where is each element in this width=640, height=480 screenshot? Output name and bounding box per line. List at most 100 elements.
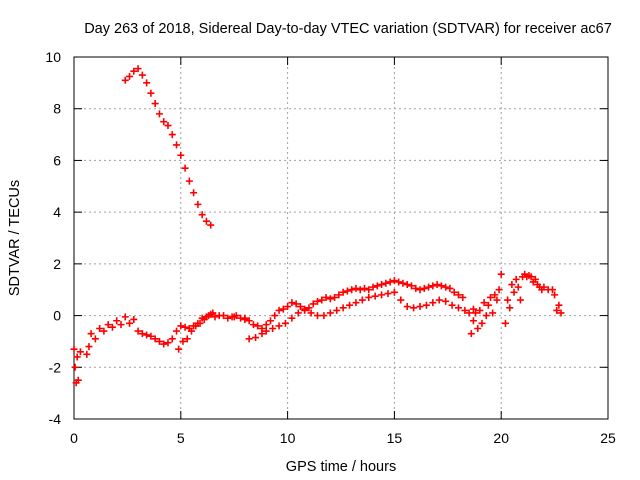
data-point (292, 300, 300, 308)
data-point (531, 275, 539, 283)
data-point (179, 337, 187, 345)
data-point (454, 291, 462, 299)
series-1 (121, 65, 215, 229)
data-point (96, 325, 104, 332)
data-point (478, 319, 486, 327)
y-axis-title: SDTVAR / TECUs (7, 180, 23, 296)
data-point (410, 304, 418, 312)
data-point (209, 309, 217, 317)
grid (74, 57, 608, 419)
y-tick-label: 4 (53, 204, 61, 220)
data-point (429, 299, 437, 307)
data-point (416, 286, 424, 294)
data-point (403, 281, 411, 289)
data-point (147, 332, 155, 340)
data-point (461, 306, 469, 314)
data-point (177, 322, 185, 330)
data-point (275, 322, 283, 330)
data-point (412, 284, 420, 292)
x-axis-title: GPS time / hours (286, 459, 396, 475)
data-point (205, 312, 213, 320)
x-tick-label: 15 (387, 430, 403, 446)
data-point (435, 296, 443, 304)
data-point (382, 279, 390, 287)
data-point (138, 330, 146, 338)
data-point (155, 110, 163, 118)
data-point (288, 314, 296, 322)
x-tick-label: 10 (280, 430, 296, 446)
data-point (183, 335, 191, 343)
data-point (469, 317, 477, 325)
data-point (192, 322, 200, 330)
data-point (356, 286, 364, 294)
data-point (322, 293, 330, 301)
data-point (185, 177, 193, 185)
data-point (331, 293, 339, 301)
data-point (352, 284, 360, 292)
data-point (288, 299, 296, 307)
data-point (164, 339, 172, 347)
data-point (252, 334, 260, 342)
data-point (333, 306, 341, 314)
data-point (429, 282, 437, 290)
data-point (506, 304, 514, 312)
data-point (320, 312, 328, 320)
data-point (476, 306, 484, 314)
data-point (151, 100, 159, 108)
data-point (100, 327, 108, 335)
data-point (459, 293, 467, 301)
data-point (516, 296, 524, 304)
data-point (207, 221, 215, 229)
series-2 (70, 277, 467, 387)
data-point (143, 331, 151, 339)
data-point (220, 312, 228, 320)
data-point (318, 296, 326, 304)
data-point (433, 281, 441, 289)
data-point (474, 325, 482, 332)
data-point (294, 309, 302, 317)
data-point (279, 305, 287, 313)
data-point (70, 345, 78, 353)
data-point (121, 313, 129, 321)
data-point (305, 304, 313, 312)
data-point (241, 314, 249, 322)
data-point (442, 283, 450, 291)
data-point (386, 278, 394, 286)
data-point (173, 141, 181, 149)
data-point (71, 363, 79, 371)
data-point (378, 291, 386, 299)
data-point (371, 292, 379, 300)
data-point (76, 348, 84, 356)
data-point (113, 317, 121, 325)
data-point (181, 164, 189, 172)
data-point (126, 319, 134, 327)
y-tick-label: 0 (53, 308, 61, 324)
data-point (200, 315, 208, 323)
data-point (497, 270, 505, 278)
data-point (301, 306, 309, 314)
plot-border (73, 56, 609, 420)
data-point (553, 306, 561, 314)
data-point (346, 301, 354, 309)
data-point (258, 330, 266, 338)
data-point (512, 275, 520, 283)
data-points (70, 65, 565, 387)
data-point (472, 309, 480, 317)
data-point (296, 303, 304, 311)
data-point (143, 79, 151, 87)
data-point (155, 337, 163, 345)
data-point (555, 301, 563, 309)
data-point (245, 317, 253, 325)
data-point (491, 291, 499, 299)
data-point (489, 309, 497, 317)
data-point (104, 321, 112, 329)
data-point (335, 291, 343, 299)
data-point (269, 325, 277, 332)
data-point (527, 273, 535, 281)
y-tick-label: 2 (53, 256, 61, 272)
data-point (147, 89, 155, 97)
data-point (164, 122, 172, 130)
data-point (245, 335, 253, 343)
